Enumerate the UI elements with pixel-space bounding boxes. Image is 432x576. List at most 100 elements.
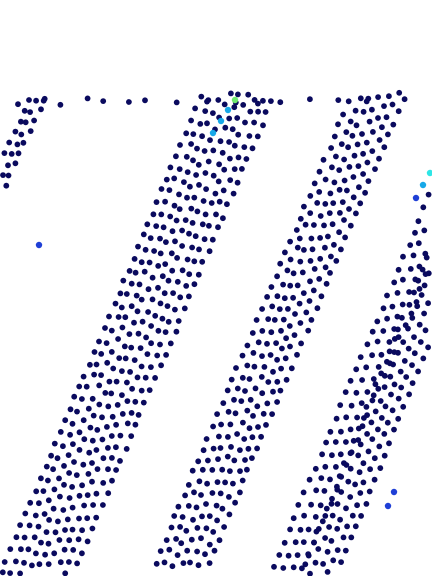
- dot: [327, 270, 333, 276]
- dot: [234, 115, 241, 121]
- dot: [199, 258, 206, 265]
- dot: [87, 424, 94, 431]
- dot: [117, 432, 124, 439]
- dot: [347, 377, 354, 384]
- dot: [144, 351, 151, 357]
- dot: [188, 536, 195, 543]
- dot: [323, 505, 330, 512]
- dot: [331, 241, 337, 248]
- dot: [354, 502, 360, 509]
- dot: [194, 208, 201, 215]
- dot: [280, 565, 287, 571]
- dot: [322, 513, 329, 519]
- dot: [201, 148, 208, 154]
- dot-cyan: [224, 106, 232, 114]
- dot: [194, 548, 201, 555]
- dot: [198, 93, 205, 100]
- dot: [27, 109, 33, 115]
- dot: [375, 94, 381, 100]
- dot: [298, 340, 304, 347]
- dot: [204, 480, 211, 487]
- dot: [173, 99, 180, 106]
- dot: [286, 323, 293, 329]
- dot: [202, 211, 209, 218]
- dot: [354, 414, 360, 421]
- dot: [332, 439, 339, 445]
- dot: [162, 261, 169, 267]
- dot: [386, 440, 392, 447]
- dot: [386, 339, 393, 345]
- dot: [76, 492, 83, 499]
- dot: [251, 363, 258, 370]
- dot: [168, 524, 175, 531]
- dot: [418, 292, 425, 298]
- dot: [314, 305, 321, 312]
- dot: [369, 106, 375, 113]
- dot: [331, 133, 338, 140]
- dot: [198, 492, 204, 498]
- dot: [187, 559, 193, 566]
- dot: [412, 229, 418, 236]
- dot: [56, 537, 63, 543]
- dot: [285, 552, 292, 559]
- dot: [61, 463, 67, 469]
- dot: [215, 178, 222, 185]
- dot-cyan: [419, 181, 427, 189]
- dot: [195, 271, 202, 278]
- dot: [343, 439, 349, 445]
- dot: [79, 550, 85, 557]
- dot: [146, 259, 153, 266]
- dot: [242, 388, 248, 394]
- dot: [76, 515, 82, 522]
- dot: [171, 202, 178, 209]
- dot: [21, 559, 27, 566]
- dot: [233, 365, 239, 371]
- dot: [189, 467, 196, 474]
- dot: [352, 523, 359, 530]
- dot: [342, 547, 349, 554]
- dot: [297, 320, 304, 326]
- dot: [206, 222, 212, 229]
- dot: [33, 97, 39, 104]
- dot: [219, 466, 226, 473]
- dot: [308, 501, 314, 508]
- dot: [138, 363, 145, 370]
- dot: [93, 447, 100, 453]
- dot: [80, 417, 87, 424]
- dot: [279, 345, 285, 352]
- dot: [184, 169, 191, 176]
- dot: [12, 160, 19, 167]
- dot: [45, 561, 52, 567]
- dot: [360, 150, 366, 157]
- dot: [282, 249, 288, 256]
- dot: [364, 159, 371, 166]
- dot: [202, 551, 208, 558]
- dot: [293, 227, 300, 233]
- dot: [196, 478, 203, 485]
- dot: [376, 443, 383, 450]
- dot: [175, 318, 182, 324]
- dot: [225, 434, 231, 440]
- dot: [228, 444, 234, 450]
- dot: [280, 316, 287, 323]
- dot: [270, 368, 276, 375]
- dot: [137, 345, 144, 351]
- dot: [348, 402, 355, 409]
- dot: [159, 273, 166, 280]
- dot: [296, 235, 303, 242]
- dot: [363, 364, 370, 371]
- dot: [129, 385, 136, 392]
- dot: [340, 111, 346, 118]
- dot: [269, 411, 275, 417]
- dot: [334, 501, 341, 507]
- dot: [124, 420, 131, 427]
- dot: [220, 215, 226, 222]
- dot: [363, 139, 370, 146]
- dot: [237, 447, 243, 453]
- dot: [260, 122, 266, 129]
- dot: [365, 448, 372, 455]
- dot: [134, 374, 141, 381]
- dot: [105, 490, 112, 497]
- dot: [337, 210, 343, 216]
- dot: [244, 407, 251, 414]
